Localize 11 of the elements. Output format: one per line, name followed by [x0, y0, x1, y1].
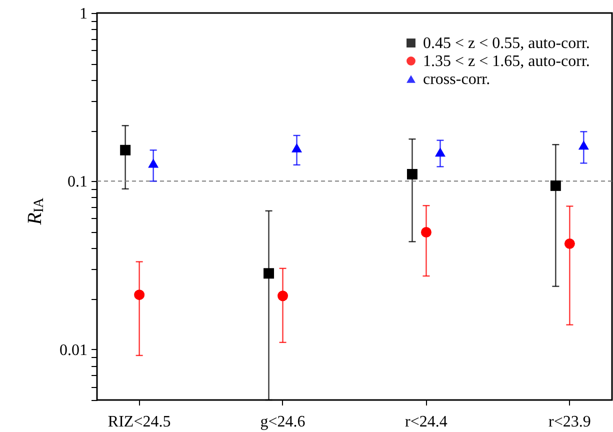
x-tick-label: r<24.4 [405, 414, 448, 430]
y-tick-label: 0.01 [60, 342, 88, 359]
legend-label: cross-corr. [423, 71, 490, 88]
legend-label: 0.45 < z < 0.55, auto-corr. [423, 35, 590, 52]
legend-label: 1.35 < z < 1.65, auto-corr. [423, 53, 590, 70]
x-tick-label: r<23.9 [548, 414, 591, 430]
y-tick-label: 1 [80, 6, 88, 22]
y-tick-label: 0.1 [68, 174, 88, 191]
x-tick-label: g<24.6 [260, 414, 306, 430]
y-axis-title: RIA [24, 196, 47, 226]
x-tick-label: RIZ<24.5 [108, 414, 171, 430]
